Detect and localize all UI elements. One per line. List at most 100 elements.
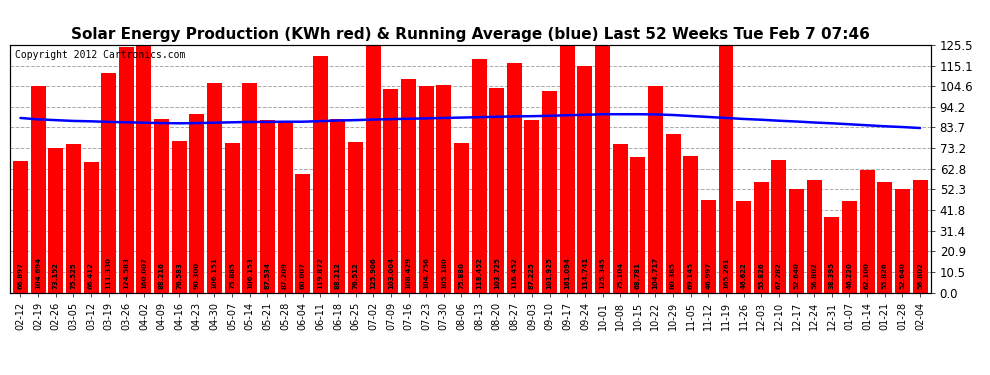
Text: 56.802: 56.802	[811, 262, 817, 288]
Bar	[277, 120, 293, 292]
Text: 55.826: 55.826	[882, 262, 888, 288]
Bar	[895, 189, 910, 292]
Bar	[454, 143, 469, 292]
Bar	[13, 160, 28, 292]
Bar	[631, 157, 645, 292]
Text: 56.802: 56.802	[917, 262, 923, 288]
Bar	[771, 160, 786, 292]
Text: 52.640: 52.640	[899, 262, 906, 288]
Text: 116.452: 116.452	[512, 257, 518, 288]
Bar	[66, 144, 81, 292]
Text: 75.880: 75.880	[458, 261, 464, 288]
Text: 104.756: 104.756	[423, 256, 429, 288]
Text: 88.216: 88.216	[158, 262, 164, 288]
Bar	[243, 83, 257, 292]
Text: 66.897: 66.897	[18, 262, 24, 288]
Bar	[31, 86, 46, 292]
Text: 114.741: 114.741	[582, 256, 588, 288]
Bar	[877, 182, 892, 292]
Text: 67.282: 67.282	[776, 262, 782, 288]
Bar	[401, 79, 416, 292]
Text: 124.583: 124.583	[124, 256, 130, 288]
Bar	[313, 56, 328, 292]
Text: 104.694: 104.694	[35, 256, 42, 288]
Bar	[701, 200, 716, 292]
Bar	[83, 162, 99, 292]
Bar	[543, 92, 557, 292]
Text: 76.583: 76.583	[176, 262, 182, 288]
Text: 125.906: 125.906	[370, 257, 376, 288]
Text: 87.534: 87.534	[264, 261, 270, 288]
Bar	[171, 141, 187, 292]
Text: 87.209: 87.209	[282, 261, 288, 288]
Text: 88.212: 88.212	[335, 262, 341, 288]
Text: 103.004: 103.004	[388, 256, 394, 288]
Bar	[559, 45, 575, 292]
Bar	[525, 120, 540, 292]
Bar	[49, 148, 63, 292]
Text: 119.872: 119.872	[318, 256, 324, 288]
Bar	[365, 45, 381, 292]
Text: 76.512: 76.512	[352, 262, 358, 288]
Text: 80.385: 80.385	[670, 261, 676, 288]
Bar	[577, 66, 592, 292]
Text: 68.781: 68.781	[635, 261, 641, 288]
Bar	[683, 156, 698, 292]
Text: 105.180: 105.180	[441, 256, 446, 288]
Bar	[913, 180, 928, 292]
Bar	[207, 83, 222, 292]
Bar	[295, 174, 310, 292]
Bar	[825, 217, 840, 292]
Bar	[737, 201, 751, 292]
Text: 75.104: 75.104	[617, 261, 623, 288]
Text: 46.220: 46.220	[846, 262, 852, 288]
Bar	[842, 201, 857, 292]
Text: 46.622: 46.622	[741, 262, 746, 288]
Text: 165.261: 165.261	[723, 257, 729, 288]
Bar	[665, 134, 680, 292]
Bar	[647, 86, 663, 292]
Text: 75.885: 75.885	[229, 262, 236, 288]
Text: 103.725: 103.725	[494, 257, 500, 288]
Text: 101.925: 101.925	[546, 257, 552, 288]
Bar	[348, 142, 363, 292]
Text: 55.826: 55.826	[758, 262, 764, 288]
Bar	[154, 118, 169, 292]
Bar	[753, 182, 769, 292]
Bar	[119, 47, 134, 292]
Text: 160.007: 160.007	[141, 256, 147, 288]
Text: 60.007: 60.007	[300, 261, 306, 288]
Text: 75.525: 75.525	[70, 262, 76, 288]
Text: 111.330: 111.330	[106, 256, 112, 288]
Bar	[437, 85, 451, 292]
Bar	[719, 45, 734, 292]
Text: 106.153: 106.153	[247, 257, 252, 288]
Text: 66.412: 66.412	[88, 262, 94, 288]
Text: 69.145: 69.145	[688, 261, 694, 288]
Bar	[101, 73, 116, 292]
Text: 46.997: 46.997	[705, 261, 712, 288]
Bar	[419, 86, 434, 292]
Text: 118.452: 118.452	[476, 256, 482, 288]
Bar	[471, 59, 486, 292]
Text: 108.429: 108.429	[406, 256, 412, 288]
Bar	[189, 114, 204, 292]
Text: 73.152: 73.152	[52, 262, 58, 288]
Bar	[595, 45, 610, 292]
Text: 90.300: 90.300	[194, 261, 200, 288]
Bar	[225, 143, 240, 292]
Bar	[789, 189, 804, 292]
Text: 161.094: 161.094	[564, 256, 570, 288]
Text: 52.640: 52.640	[794, 262, 800, 288]
Text: 104.717: 104.717	[652, 256, 658, 288]
Bar	[383, 89, 398, 292]
Bar	[807, 180, 822, 292]
Text: Copyright 2012 Cartronics.com: Copyright 2012 Cartronics.com	[15, 50, 185, 60]
Text: 62.100: 62.100	[864, 262, 870, 288]
Bar	[613, 144, 628, 292]
Bar	[859, 170, 874, 292]
Bar	[489, 88, 504, 292]
Text: 106.151: 106.151	[212, 257, 218, 288]
Text: 125.345: 125.345	[600, 257, 606, 288]
Bar	[137, 45, 151, 292]
